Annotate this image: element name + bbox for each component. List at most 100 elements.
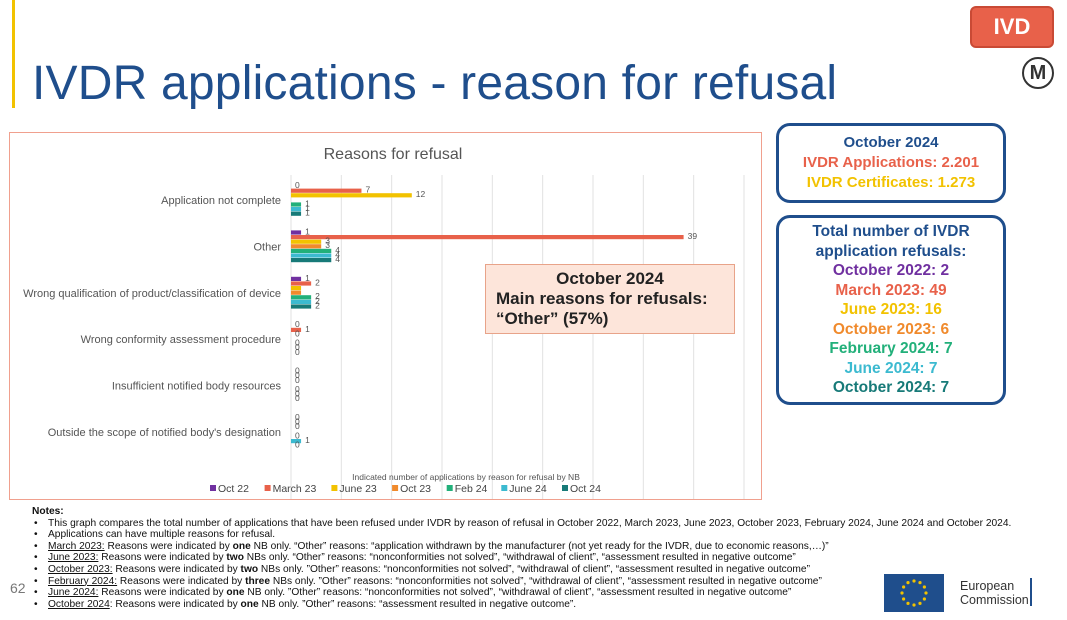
chart-callout: October 2024 Main reasons for refusals: … bbox=[485, 264, 735, 334]
legend-label: Feb 24 bbox=[455, 483, 488, 495]
data-label: 2 bbox=[315, 296, 320, 306]
note-bold: one bbox=[232, 540, 251, 552]
note-text: : Reasons were indicated by bbox=[109, 598, 241, 610]
info-box-applications: IVDR Applications: 2.201 bbox=[802, 154, 980, 171]
note-label: June 2024: bbox=[48, 587, 99, 599]
data-label: 39 bbox=[688, 231, 698, 241]
note-label: February 2024: bbox=[48, 575, 118, 587]
bar bbox=[291, 327, 302, 332]
org-line1: European bbox=[960, 579, 1015, 593]
note-label: October 2023: bbox=[48, 563, 113, 575]
chart-title: Reasons for refusal bbox=[324, 146, 463, 163]
note-label: March 2023: bbox=[48, 540, 105, 552]
legend-label: Oct 22 bbox=[218, 483, 249, 495]
data-label: 0 bbox=[295, 366, 300, 376]
data-label: 3 bbox=[325, 236, 330, 246]
chart-frame: Reasons for refusal051015202530354045Ind… bbox=[9, 132, 762, 500]
note-item: October 2023: Reasons were indicated by … bbox=[34, 563, 1062, 576]
eu-star bbox=[900, 591, 904, 595]
legend-swatch bbox=[210, 485, 216, 491]
refusal-entry: March 2023: 49 bbox=[835, 281, 947, 299]
note-item: February 2024: Reasons were indicated by… bbox=[34, 575, 1062, 588]
refusal-entry: October 2024: 7 bbox=[832, 379, 950, 396]
refusal-entry: February 2024: 7 bbox=[829, 340, 953, 357]
note-bold: one bbox=[226, 587, 245, 599]
bar bbox=[291, 299, 312, 304]
bar bbox=[291, 230, 302, 235]
bar bbox=[291, 439, 302, 444]
note-text: Applications can have multiple reasons f… bbox=[48, 529, 276, 541]
y-category-label: Application not complete bbox=[161, 195, 281, 207]
logo-divider bbox=[1030, 578, 1032, 606]
note-bold: two bbox=[240, 563, 259, 575]
refusals-box-title-2: application refusals: bbox=[815, 242, 967, 260]
eu-star bbox=[902, 597, 906, 601]
ivd-badge: IVD bbox=[970, 6, 1054, 48]
callout-line2: “Other” (57%) bbox=[496, 309, 609, 328]
bar bbox=[291, 276, 302, 281]
data-label: 1 bbox=[305, 226, 310, 236]
legend-swatch bbox=[501, 485, 508, 491]
note-text: Reasons were indicated by bbox=[98, 587, 227, 599]
eu-star bbox=[912, 579, 916, 583]
note-text: Reasons were indicated by bbox=[117, 575, 246, 587]
note-item: October 2024: Reasons were indicated by … bbox=[34, 598, 1062, 611]
data-label: 0 bbox=[295, 328, 300, 338]
x-axis-label: Indicated number of applications by reas… bbox=[352, 472, 580, 482]
eu-star bbox=[918, 581, 922, 585]
eu-star bbox=[922, 597, 926, 601]
data-label: 0 bbox=[295, 375, 300, 385]
data-label: 3 bbox=[325, 240, 330, 250]
data-label: 4 bbox=[335, 245, 340, 255]
note-text: NB only. ”Other” reasons: “nonconformiti… bbox=[244, 587, 792, 599]
bar bbox=[291, 286, 302, 291]
data-label: 4 bbox=[335, 249, 340, 259]
data-label: 0 bbox=[295, 384, 300, 394]
refusal-entry: June 2023: 16 bbox=[840, 301, 942, 318]
data-label: 0 bbox=[295, 430, 300, 440]
eu-star bbox=[906, 581, 910, 585]
data-label: 0 bbox=[295, 180, 300, 190]
legend-swatch bbox=[392, 485, 399, 491]
data-label: 2 bbox=[315, 300, 320, 310]
note-text: Reasons were indicated by bbox=[104, 540, 233, 552]
accent-bar bbox=[12, 0, 15, 108]
legend-swatch bbox=[331, 485, 338, 491]
eu-star bbox=[912, 603, 916, 607]
note-bold: one bbox=[240, 598, 259, 610]
page-number: 62 bbox=[10, 580, 26, 596]
october-2024-info-box: October 2024 IVDR Applications: 2.201 IV… bbox=[776, 123, 1006, 203]
bar bbox=[291, 244, 322, 249]
refusal-entries: October 2022: 2 March 2023: 49 June 2023: … bbox=[779, 261, 1003, 398]
note-text: NB only. “Other” reasons: “application w… bbox=[250, 540, 829, 552]
y-category-label: Outside the scope of notified body's des… bbox=[48, 427, 281, 439]
data-label: 12 bbox=[416, 189, 426, 199]
notes: Notes: This graph compares the total num… bbox=[32, 506, 1062, 610]
info-box-certificates: IVDR Certificates: 1.273 bbox=[806, 174, 976, 191]
org-line2: Commission bbox=[960, 593, 1029, 607]
bar bbox=[291, 211, 302, 216]
callout-line1: Main reasons for refusals: bbox=[496, 289, 708, 308]
data-label: 0 bbox=[295, 389, 300, 399]
refusal-entry: June 2024: 7 bbox=[844, 359, 938, 377]
data-label: 0 bbox=[295, 370, 300, 380]
bar bbox=[291, 258, 332, 263]
legend-label: Oct 24 bbox=[570, 483, 601, 495]
y-category-label: Other bbox=[253, 241, 281, 253]
note-item: June 2024: Reasons were indicated by one… bbox=[34, 587, 1062, 599]
data-label: 0 bbox=[295, 347, 300, 357]
bar bbox=[291, 295, 312, 300]
bar bbox=[291, 188, 362, 193]
note-text: NBs only. “Other” reasons: “nonconformit… bbox=[243, 552, 796, 564]
note-text: Reasons were indicated by bbox=[112, 563, 241, 575]
eu-star bbox=[902, 585, 906, 589]
legend-label: March 23 bbox=[273, 483, 317, 495]
data-label: 0 bbox=[295, 342, 300, 352]
data-label: 1 bbox=[305, 273, 310, 283]
refusals-box-title-1: Total number of IVDR bbox=[812, 223, 970, 240]
eu-star bbox=[906, 601, 910, 605]
notes-title: Notes: bbox=[32, 506, 64, 517]
page-title: IVDR applications - reason for refusal bbox=[32, 57, 838, 110]
bar bbox=[291, 239, 322, 244]
bar bbox=[291, 248, 332, 253]
